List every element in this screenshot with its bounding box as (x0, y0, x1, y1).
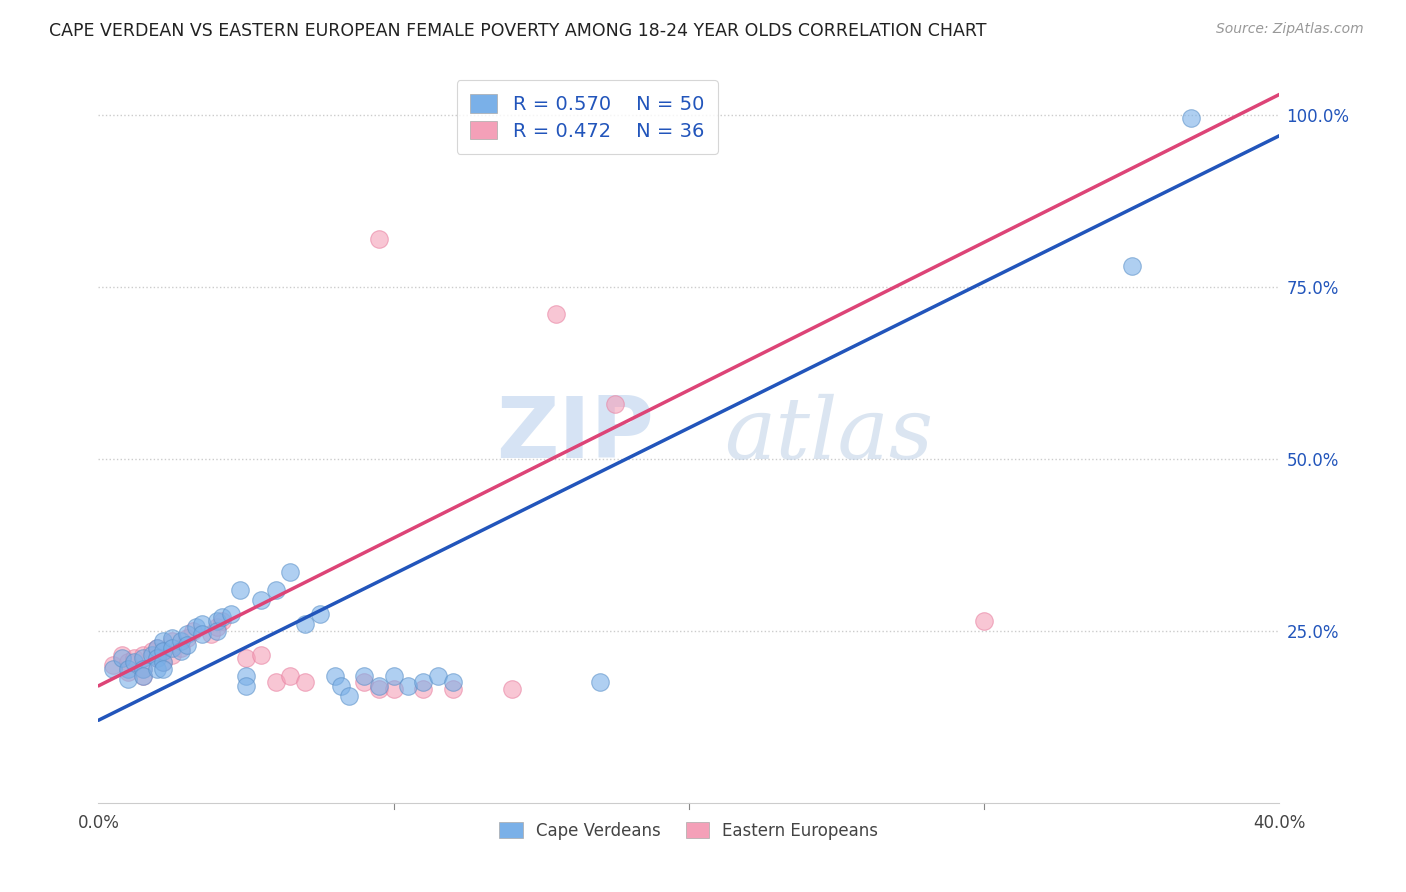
Point (103, 662, 125, 676)
Point (546, 308, 568, 322)
Point (132, 668, 155, 682)
Point (412, 682, 434, 697)
Point (152, 644, 174, 658)
Point (176, 631, 198, 645)
Text: atlas: atlas (724, 393, 934, 476)
Point (176, 638, 198, 652)
Point (221, 607, 243, 621)
Point (264, 582, 287, 597)
Point (205, 620, 228, 634)
Point (235, 679, 257, 693)
Point (441, 682, 464, 697)
Point (211, 614, 233, 628)
Point (152, 655, 174, 669)
Point (146, 662, 169, 676)
Point (191, 627, 214, 641)
Point (117, 662, 139, 676)
Text: CAPE VERDEAN VS EASTERN EUROPEAN FEMALE POVERTY AMONG 18-24 YEAR OLDS CORRELATIO: CAPE VERDEAN VS EASTERN EUROPEAN FEMALE … (49, 22, 987, 40)
Point (111, 648, 134, 662)
Point (184, 620, 207, 634)
Point (353, 668, 375, 682)
Point (111, 651, 134, 665)
Point (973, 614, 995, 628)
Point (122, 655, 145, 669)
Point (162, 634, 183, 648)
Point (170, 641, 193, 656)
Point (280, 668, 302, 682)
Point (141, 648, 163, 662)
Legend: Cape Verdeans, Eastern Europeans: Cape Verdeans, Eastern Europeans (489, 812, 889, 850)
Point (280, 566, 302, 580)
Point (170, 634, 193, 648)
Point (152, 655, 174, 669)
Text: Source: ZipAtlas.com: Source: ZipAtlas.com (1216, 22, 1364, 37)
Point (211, 610, 233, 624)
Point (132, 648, 155, 662)
Point (294, 675, 316, 690)
Point (132, 662, 155, 676)
Point (368, 679, 391, 693)
Point (412, 675, 434, 690)
Point (323, 668, 346, 682)
Point (398, 679, 420, 693)
Point (501, 682, 523, 697)
Point (170, 644, 193, 658)
Point (132, 662, 155, 676)
Point (353, 675, 375, 690)
Point (382, 668, 405, 682)
Point (382, 682, 405, 697)
Point (200, 627, 222, 641)
Point (117, 672, 139, 686)
Point (329, 679, 352, 693)
Point (339, 689, 361, 703)
Point (235, 651, 257, 665)
Point (368, 232, 391, 246)
Point (250, 593, 273, 607)
Point (146, 651, 169, 665)
Point (235, 668, 257, 682)
Point (205, 624, 228, 638)
Point (229, 582, 252, 597)
Point (441, 675, 464, 690)
Point (162, 648, 183, 662)
Point (176, 627, 198, 641)
Point (181, 624, 204, 638)
Point (264, 675, 287, 690)
Point (141, 644, 163, 658)
Point (1121, 260, 1143, 274)
Point (162, 641, 183, 656)
Point (1180, 112, 1202, 126)
Point (205, 614, 228, 628)
Point (605, 397, 627, 411)
Point (309, 607, 332, 621)
Point (368, 682, 391, 697)
Point (117, 655, 139, 669)
Point (162, 631, 183, 645)
Point (427, 668, 450, 682)
Point (122, 651, 145, 665)
Point (294, 617, 316, 632)
Point (152, 662, 174, 676)
Point (117, 665, 139, 680)
Point (103, 658, 125, 673)
Point (132, 668, 155, 682)
Point (152, 644, 174, 658)
Point (191, 617, 214, 632)
Point (146, 641, 169, 656)
Point (146, 641, 169, 656)
Point (152, 634, 174, 648)
Point (589, 675, 612, 690)
Text: ZIP: ZIP (496, 393, 654, 476)
Point (132, 651, 155, 665)
Point (250, 648, 273, 662)
Point (146, 651, 169, 665)
